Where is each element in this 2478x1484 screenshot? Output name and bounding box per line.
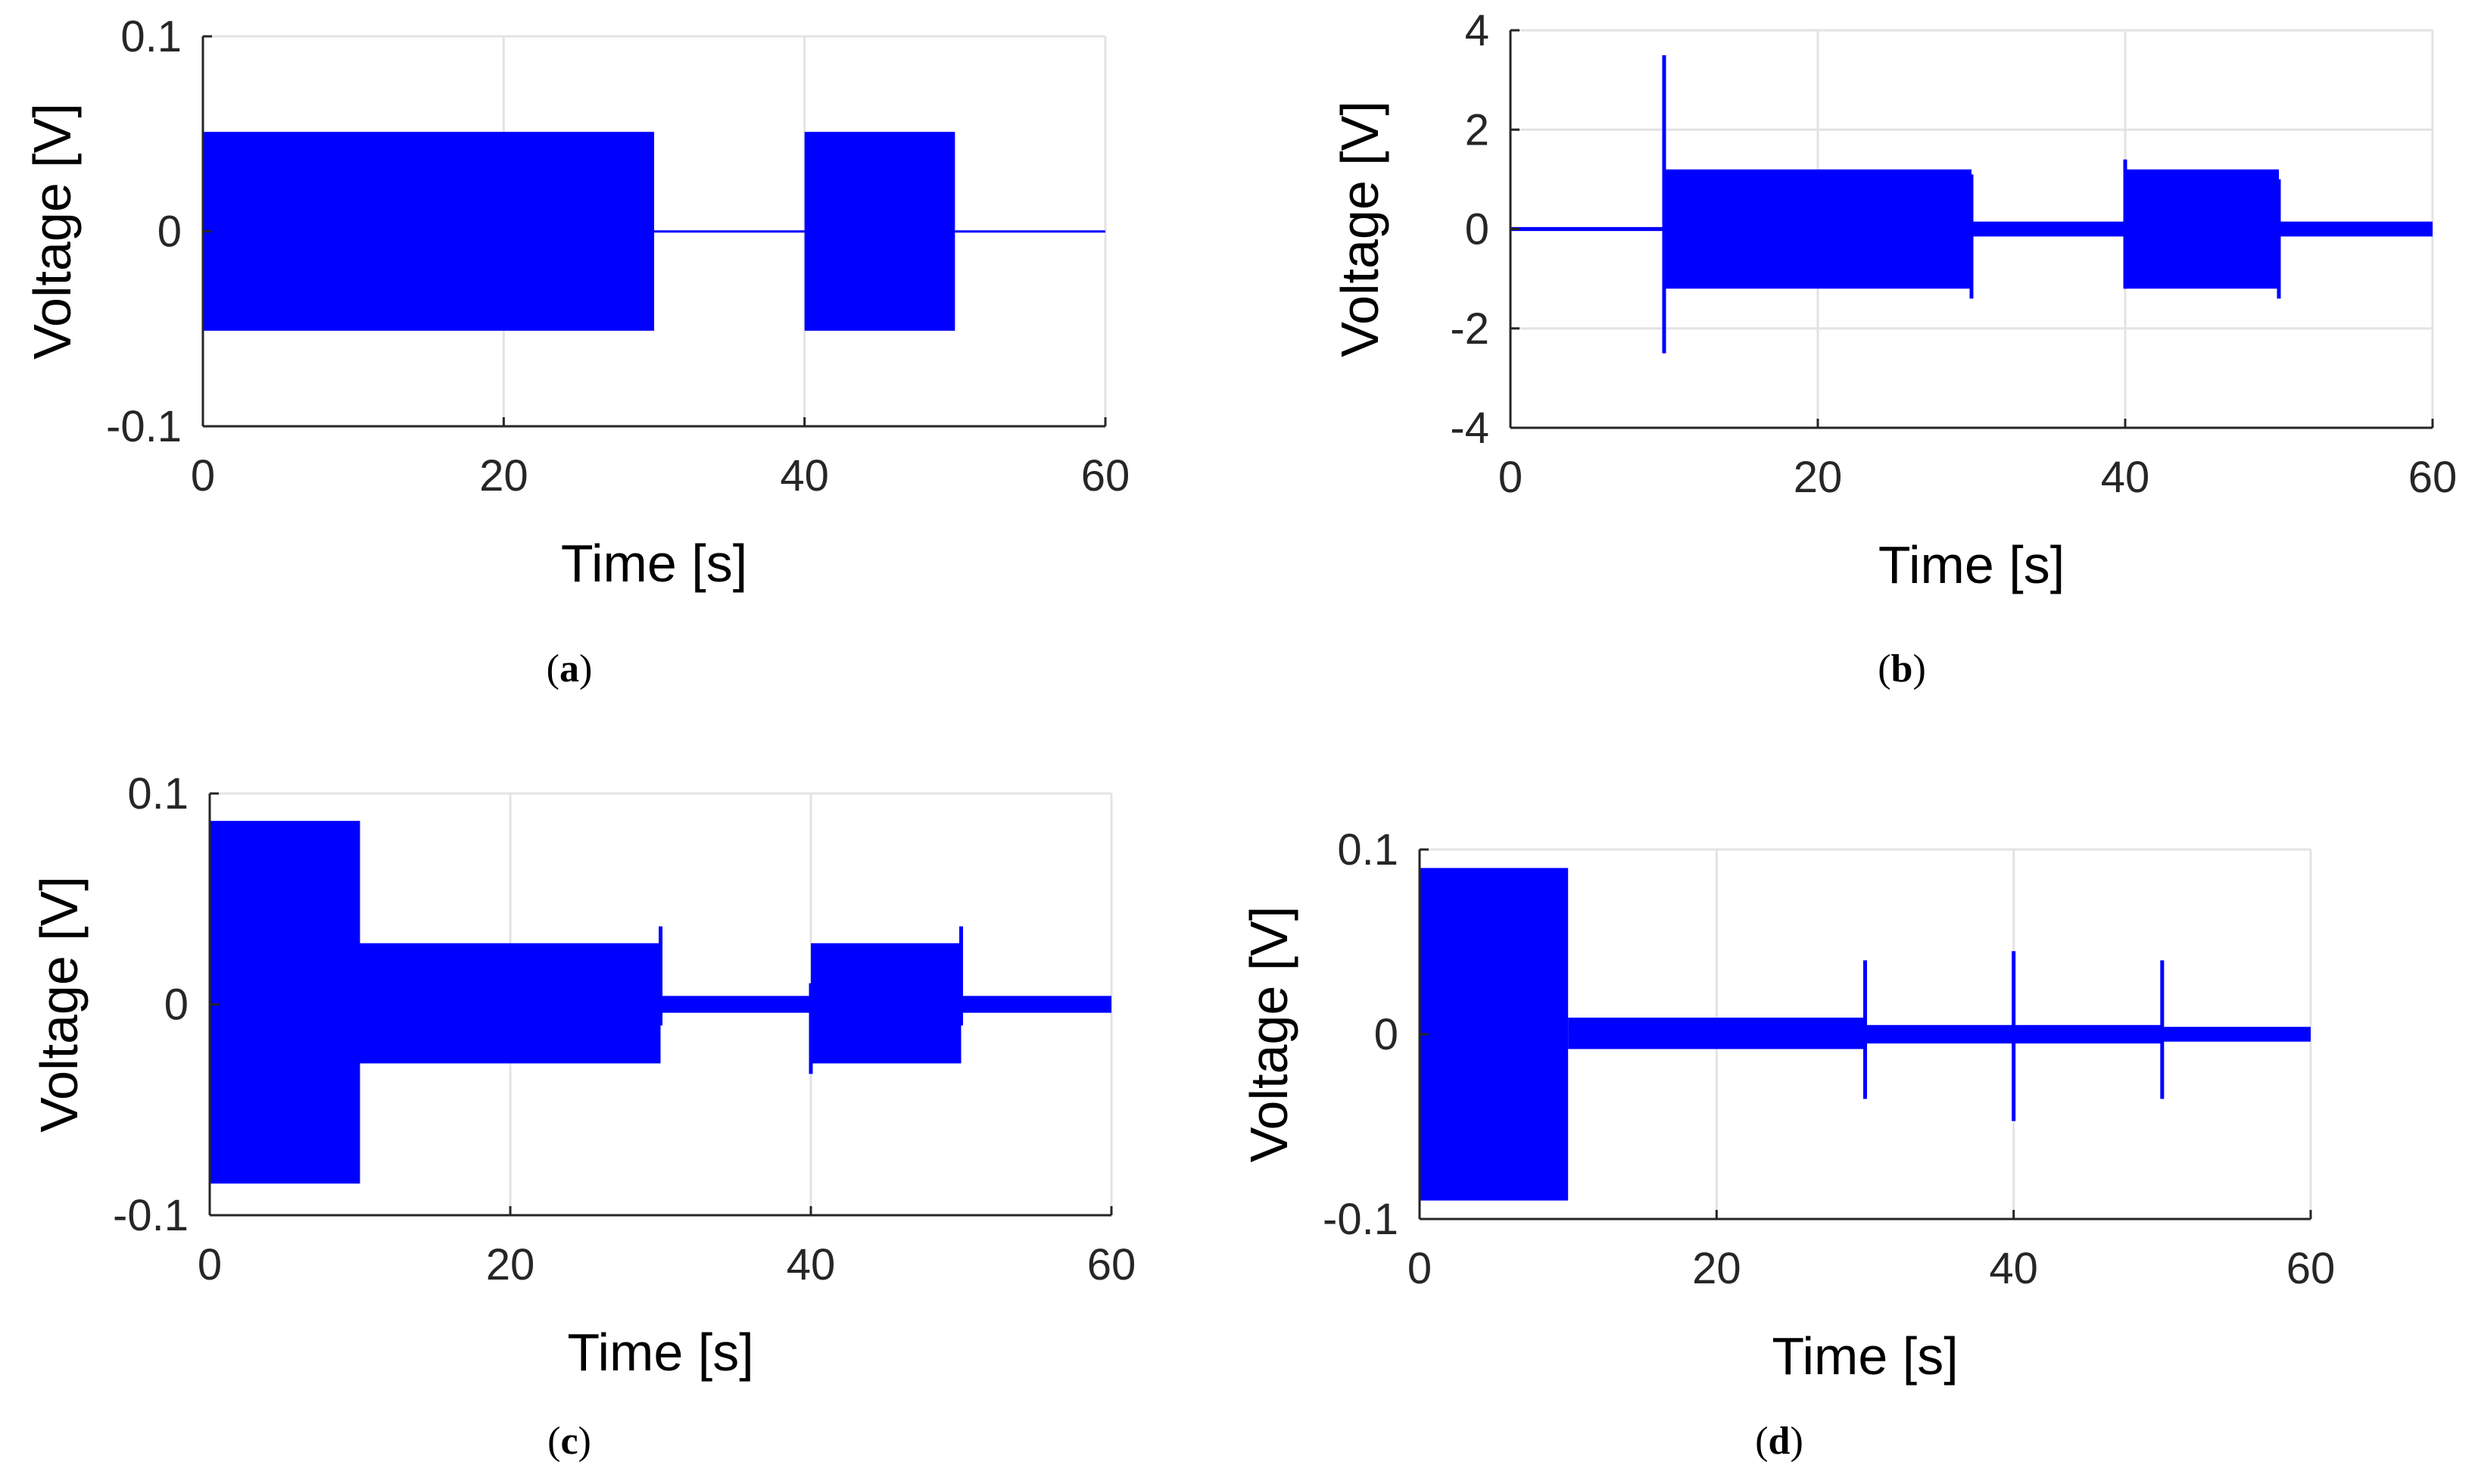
y-tick-label: 0 bbox=[157, 207, 182, 257]
y-axis-title: Voltage [V] bbox=[1330, 101, 1389, 357]
y-tick-label: 0.1 bbox=[1337, 825, 1398, 874]
signal-segment bbox=[210, 821, 360, 1184]
panel-caption: (c) bbox=[547, 1420, 591, 1463]
y-tick-label: -4 bbox=[1450, 404, 1489, 453]
y-tick-label: 0.1 bbox=[120, 12, 182, 61]
y-tick-label: -2 bbox=[1450, 304, 1489, 354]
signal-segment bbox=[804, 132, 955, 331]
x-tick-label: 20 bbox=[1692, 1244, 1741, 1293]
y-tick-label: 0 bbox=[164, 980, 189, 1030]
y-axis-title: Voltage [V] bbox=[1239, 906, 1298, 1163]
x-tick-label: 0 bbox=[1498, 453, 1523, 502]
signal-segment bbox=[654, 230, 805, 233]
x-tick-label: 60 bbox=[2286, 1244, 2336, 1293]
signal-segment bbox=[955, 230, 1105, 233]
x-tick-label: 0 bbox=[198, 1240, 222, 1289]
x-tick-label: 60 bbox=[1081, 451, 1130, 500]
signal-segment bbox=[1568, 1018, 1866, 1049]
panel-caption: (a) bbox=[547, 647, 593, 691]
y-tick-label: 2 bbox=[1465, 105, 1489, 154]
signal-segment bbox=[203, 132, 654, 331]
y-tick-label: -0.1 bbox=[1323, 1195, 1398, 1244]
x-tick-label: 40 bbox=[1989, 1244, 2038, 1293]
x-axis-title: Time [s] bbox=[1878, 535, 2065, 594]
x-tick-label: 40 bbox=[2101, 453, 2150, 502]
x-tick-label: 0 bbox=[191, 451, 215, 500]
y-tick-label: 0 bbox=[1465, 205, 1489, 254]
signal-segment bbox=[660, 996, 811, 1013]
x-tick-label: 40 bbox=[787, 1240, 836, 1289]
x-tick-label: 60 bbox=[2408, 453, 2458, 502]
signal-segment bbox=[1510, 226, 1664, 232]
x-tick-label: 20 bbox=[486, 1240, 535, 1289]
signal-segment bbox=[2013, 1024, 2162, 1044]
signal-segment bbox=[1865, 1024, 2014, 1044]
panel-caption: (b) bbox=[1878, 647, 1926, 691]
signal-segment bbox=[2125, 169, 2279, 289]
x-axis-title: Time [s] bbox=[561, 534, 747, 593]
y-tick-label: -0.1 bbox=[106, 402, 182, 451]
x-tick-label: 20 bbox=[479, 451, 528, 500]
x-tick-label: 20 bbox=[1794, 453, 1843, 502]
x-axis-title: Time [s] bbox=[1772, 1327, 1958, 1386]
x-tick-label: 0 bbox=[1407, 1244, 1432, 1293]
x-tick-label: 60 bbox=[1087, 1240, 1136, 1289]
signal-segment bbox=[2162, 1027, 2311, 1042]
x-tick-label: 40 bbox=[780, 451, 829, 500]
y-tick-label: 0.1 bbox=[127, 769, 189, 818]
panel-caption: (d) bbox=[1755, 1420, 1803, 1463]
signal-segment bbox=[360, 943, 661, 1064]
y-tick-label: -0.1 bbox=[113, 1191, 189, 1240]
signal-segment bbox=[811, 943, 962, 1064]
signal-segment bbox=[1664, 169, 1971, 289]
signal-segment bbox=[961, 996, 1111, 1013]
y-tick-label: 0 bbox=[1374, 1010, 1398, 1059]
y-axis-title: Voltage [V] bbox=[23, 103, 82, 360]
chart-panel-b: 0 20 40 60 -4 -2 0 2 4 Time [s] Voltage [V] (b) bbox=[1330, 6, 2457, 691]
y-tick-label: 4 bbox=[1465, 6, 1489, 55]
y-axis-title: Voltage [V] bbox=[30, 876, 89, 1133]
signal-segment bbox=[2279, 221, 2433, 237]
signal-segment bbox=[1971, 221, 2125, 237]
x-axis-title: Time [s] bbox=[567, 1323, 753, 1382]
signal-segment bbox=[1420, 868, 1569, 1201]
